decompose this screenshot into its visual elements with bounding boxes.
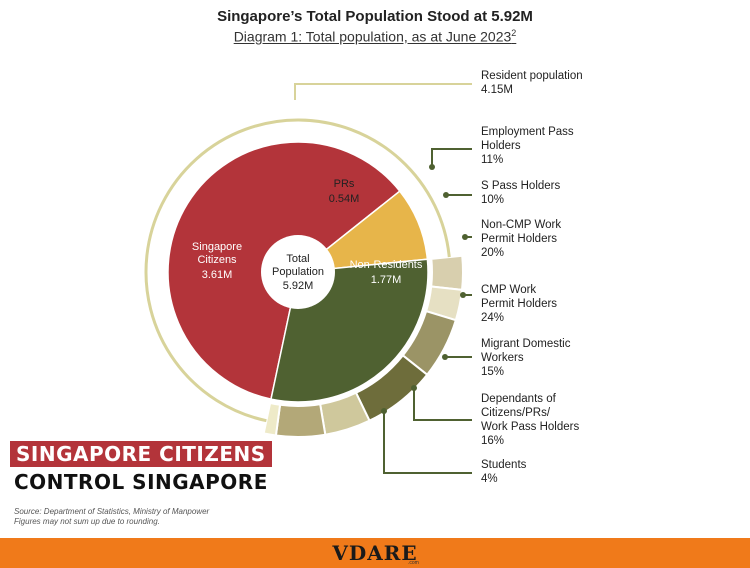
banner-line-2: CONTROL SINGAPORE [14, 470, 268, 494]
slice-label-singapore-citizens-0: Singapore [192, 241, 242, 253]
callout-5-line-0: Migrant Domestic [481, 338, 571, 350]
callout-7-line-0: Students [481, 459, 527, 471]
callout-7-value: 4% [481, 473, 498, 485]
callout-4-line-0: CMP Work [481, 284, 536, 296]
source-line-1: Source: Department of Statistics, Minist… [14, 507, 210, 516]
slice-label-non-residents-0: Non-Residents [350, 259, 423, 271]
center-value: 5.92M [283, 280, 314, 292]
callout-1-value: 11% [481, 154, 503, 166]
callout-3-line-1: Permit Holders [481, 233, 557, 245]
callout-4-line-1: Permit Holders [481, 298, 557, 310]
chart-title: Singapore’s Total Population Stood at 5.… [217, 8, 533, 25]
leader-dot-migrant-domestic-workers [442, 354, 448, 360]
footer-bar: VDARE .com [0, 538, 750, 568]
center-label-line-1: Total [286, 253, 309, 265]
callout-4-value: 24% [481, 312, 504, 324]
callout-0-value: 4.15M [481, 84, 513, 96]
callout-3-line-0: Non-CMP Work [481, 219, 561, 231]
vdare-logo[interactable]: VDARE [332, 541, 418, 565]
callout-6-line-2: Work Pass Holders [481, 421, 579, 433]
center-hole [261, 235, 335, 309]
callout-6-line-1: Citizens/PRs/ [481, 407, 551, 419]
resident-population-ring [144, 118, 451, 423]
slice-value-non-residents: 1.77M [371, 274, 402, 286]
callout-3-value: 20% [481, 247, 504, 259]
leader-dot-cmp-work-permit-holders [460, 292, 466, 298]
source-line-2: Figures may not sum up due to rounding. [14, 517, 160, 526]
callout-0-line-0: Resident population [481, 70, 583, 82]
chart-subtitle: Diagram 1: Total population, as at June … [0, 28, 750, 45]
callout-6-value: 16% [481, 435, 504, 447]
leader-dot-employment-pass-holders [429, 164, 435, 170]
banner-line-1: SINGAPORE CITIZENS [10, 441, 272, 467]
leader-line-dependants-of-citizens-prs-work-pass-holders [413, 388, 472, 421]
slice-label-prs-0: PRs [334, 178, 355, 190]
callout-1-line-0: Employment Pass [481, 126, 574, 138]
callout-5-line-1: Workers [481, 352, 524, 364]
vdare-logo-sub: .com [408, 560, 419, 566]
leader-dot-non-cmp-work-permit-holders [462, 234, 468, 240]
callout-2-line-0: S Pass Holders [481, 180, 561, 192]
ring-segment-employment-pass-holders [430, 254, 464, 291]
leader-dot-dependants-of-citizens-prs-work-pass-holders [411, 385, 417, 391]
slice-value-singapore-citizens: 3.61M [202, 269, 233, 281]
leader-dot-students [381, 408, 387, 414]
leader-line-employment-pass-holders [431, 148, 472, 167]
callout-1-line-1: Holders [481, 140, 521, 152]
callout-6-line-0: Dependants of [481, 393, 557, 405]
slice-value-prs: 0.54M [329, 193, 360, 205]
center-label-line-2: Population [272, 266, 324, 278]
source-note: Source: Department of Statistics, Minist… [14, 507, 209, 527]
slice-label-singapore-citizens-1: Citizens [197, 254, 237, 266]
ring-segment-dependants-of-citizens-prs-work-pass-holders [274, 403, 327, 438]
leader-line-resident-population [294, 83, 472, 100]
callout-5-value: 15% [481, 366, 504, 378]
subtitle-text: Diagram 1: Total population, as at June … [233, 28, 512, 45]
subtitle-footnote: 2 [511, 28, 517, 38]
leader-line-students [383, 411, 472, 474]
ring-segment-students [262, 401, 282, 437]
callout-2-value: 10% [481, 194, 504, 206]
leader-dot-s-pass-holders [443, 192, 449, 198]
